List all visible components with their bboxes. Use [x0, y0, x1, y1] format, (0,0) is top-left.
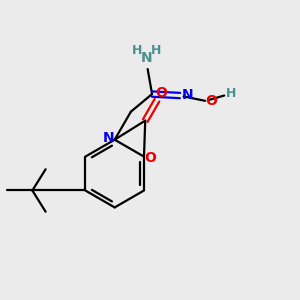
Text: N: N [140, 51, 152, 65]
Text: H: H [132, 44, 142, 57]
Text: N: N [102, 131, 114, 145]
Text: H: H [226, 87, 236, 100]
Text: O: O [206, 94, 218, 108]
Text: O: O [155, 86, 167, 100]
Text: N: N [182, 88, 193, 102]
Text: O: O [145, 151, 156, 165]
Text: H: H [151, 44, 162, 57]
